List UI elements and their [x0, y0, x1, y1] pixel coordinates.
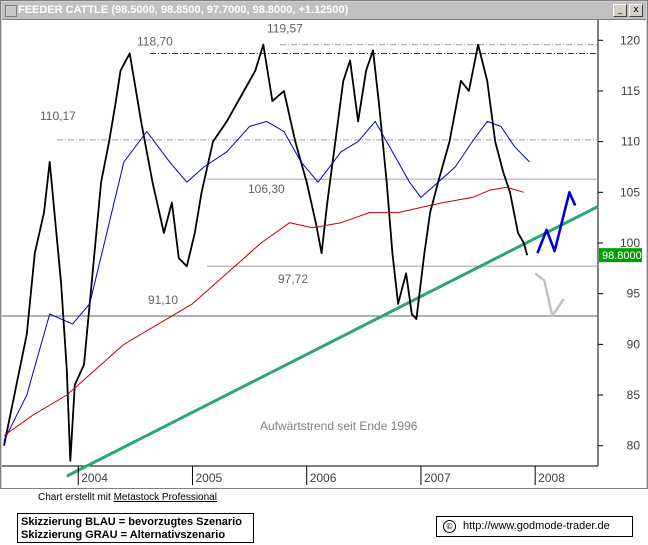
y-tick-label: 90	[627, 337, 641, 351]
credit-prefix: Chart erstellt mit	[38, 492, 114, 503]
credit-link[interactable]: Metastock Professional	[113, 492, 217, 503]
y-tick-label: 110	[621, 135, 640, 149]
level-label: 91,10	[148, 293, 178, 307]
trendline-label: Aufwärtstrend seit Ende 1996	[260, 419, 418, 433]
legend-blue-scenario: Skizzierung BLAU = bevorzugtes Szenario	[21, 516, 242, 528]
website-url[interactable]: http://www.godmode-trader.de	[463, 520, 610, 532]
window-titlebar[interactable]: FEEDER CATTLE (98.5000, 98.8500, 97.7000…	[2, 2, 646, 20]
x-tick-label: 2006	[310, 471, 337, 485]
scenario-line	[534, 272, 565, 318]
y-tick-label: 120	[620, 33, 640, 47]
moving-average-line	[3, 120, 530, 441]
trendline	[66, 205, 599, 478]
x-tick-label: 2007	[424, 471, 451, 485]
level-label: 119,57	[267, 22, 303, 36]
x-tick-label: 2008	[538, 471, 565, 485]
y-tick-label: 85	[627, 388, 641, 402]
title-symbol: FEEDER CATTLE	[18, 4, 109, 16]
level-label: 97,72	[278, 272, 308, 286]
y-tick-label: 115	[621, 84, 640, 98]
moving-average-line	[3, 186, 524, 437]
y-tick-label: 80	[627, 439, 641, 453]
level-label: 110,17	[40, 109, 76, 123]
chart-window: FEEDER CATTLE (98.5000, 98.8500, 97.7000…	[0, 0, 648, 489]
price-line	[3, 43, 529, 462]
close-button[interactable]: x	[629, 4, 643, 17]
copyright-icon: ©	[443, 520, 456, 533]
minimize-button[interactable]: _	[613, 4, 627, 17]
y-tick-label: 95	[627, 287, 641, 301]
y-tick-label: 100	[620, 236, 640, 250]
window-icon	[5, 5, 17, 17]
price-chart: 80 85 90 95 100 105 110 115 120 2004 2005 2006 2007 2…	[2, 20, 642, 485]
scenario-legend: Skizzierung BLAU = bevorzugtes Szenario …	[17, 513, 254, 543]
scenario-line	[536, 191, 577, 254]
title-values: (98.5000, 98.8500, 97.7000, 98.8000, +1.…	[111, 4, 349, 16]
x-tick-label: 2004	[81, 471, 108, 485]
chart-credit: Chart erstellt mit Metastock Professiona…	[38, 492, 217, 503]
last-price-tag	[599, 248, 642, 263]
level-label: 106,30	[248, 182, 285, 196]
x-tick-label: 2005	[195, 471, 222, 485]
last-price-label: 98.8000	[602, 250, 642, 262]
website-box: © http://www.godmode-trader.de	[436, 516, 633, 537]
plot-area: 80 85 90 95 100 105 110 115 120 2004 2005 2006 2007 2…	[2, 20, 646, 488]
level-label: 118,70	[137, 34, 173, 48]
legend-grey-scenario: Skizzierung GRAU = Alternativszenario	[21, 529, 226, 541]
window-title: FEEDER CATTLE (98.5000, 98.8500, 97.7000…	[18, 4, 348, 16]
y-tick-label: 105	[620, 185, 640, 199]
